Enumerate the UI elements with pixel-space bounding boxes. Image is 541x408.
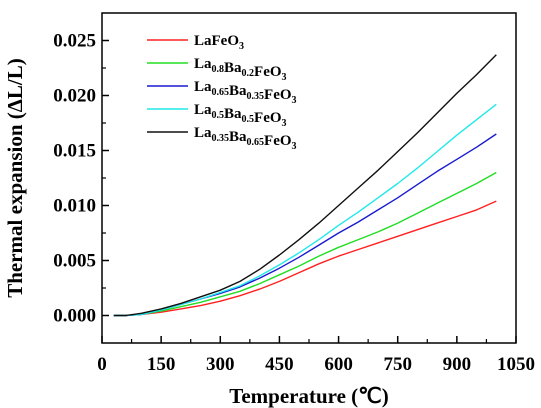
x-tick-label: 1050 — [497, 354, 535, 375]
y-tick-label: 0.015 — [53, 141, 96, 162]
series-lines — [113, 54, 497, 317]
series-line-0 — [113, 200, 497, 317]
x-tick-label: 750 — [383, 354, 412, 375]
series-line-2 — [113, 133, 497, 317]
y-tick-label: 0.010 — [53, 196, 96, 217]
series-line-4 — [113, 54, 497, 317]
legend-entry-0: LaFeO3 — [194, 33, 244, 52]
x-tick-label: 300 — [206, 354, 235, 375]
legend-entry-3: La0.5Ba0.5FeO3 — [194, 102, 287, 129]
x-tick-label: 900 — [443, 354, 472, 375]
x-tick-label: 450 — [265, 354, 294, 375]
series-line-3 — [113, 103, 497, 317]
y-tick-label: 0.025 — [53, 31, 96, 52]
x-axis: 0 150 300 450 600 750 900 1050 — [97, 336, 535, 375]
y-axis-title: Thermal expansion (ΔL/L) — [3, 58, 27, 298]
y-tick-label: 0.005 — [53, 251, 96, 272]
y-axis: 0.000 0.005 0.010 0.015 0.020 0.025 — [53, 31, 109, 327]
x-tick-label: 0 — [97, 354, 107, 375]
series-line-1 — [113, 171, 497, 317]
x-tick-label: 150 — [147, 354, 176, 375]
x-axis-title: Temperature (℃) — [229, 384, 388, 408]
legend-entry-4: La0.35Ba0.65FeO3 — [194, 125, 297, 152]
y-tick-label: 0.020 — [53, 86, 96, 107]
x-tick-label: 600 — [324, 354, 353, 375]
legend-entry-1: La0.8Ba0.2FeO3 — [194, 56, 287, 83]
y-tick-label: 0.000 — [53, 306, 96, 327]
legend-entry-2: La0.65Ba0.35FeO3 — [194, 79, 297, 106]
legend: LaFeO3La0.8Ba0.2FeO3La0.65Ba0.35FeO3La0.… — [147, 33, 297, 152]
